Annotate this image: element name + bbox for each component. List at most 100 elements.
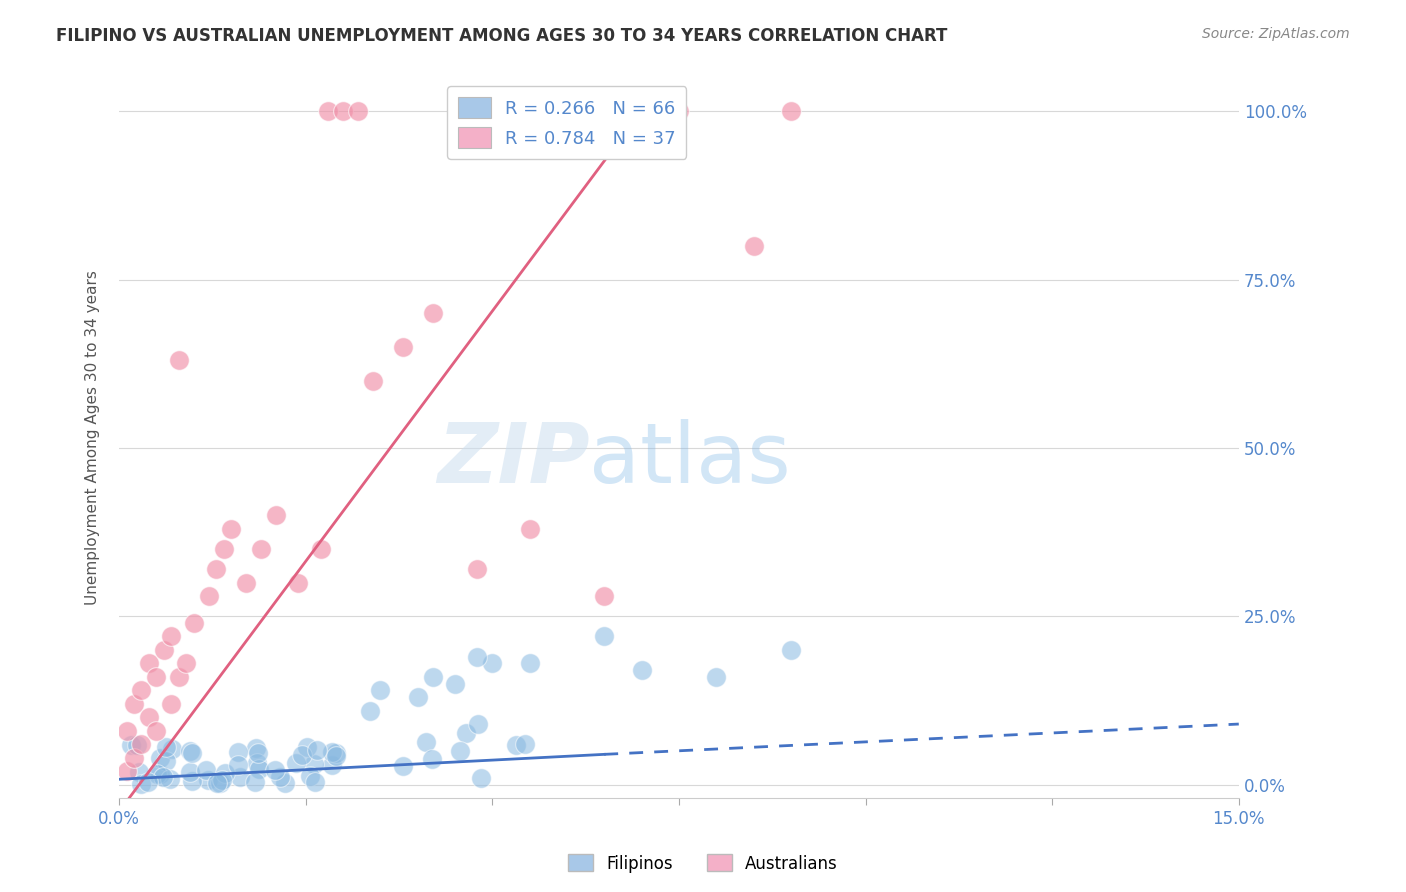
Point: [212, 541, 235, 556]
Point: [593, 630, 616, 644]
Point: [470, 772, 492, 786]
Point: [167, 353, 190, 368]
Point: [138, 710, 160, 724]
Point: [347, 104, 370, 119]
Point: [467, 649, 489, 664]
Point: [208, 776, 231, 790]
Point: [197, 589, 219, 603]
Point: [125, 738, 148, 752]
Point: [229, 770, 252, 784]
Point: [183, 615, 205, 630]
Point: [179, 764, 201, 779]
Point: [250, 541, 273, 556]
Point: [214, 766, 236, 780]
Point: [235, 575, 257, 590]
Point: [115, 764, 138, 779]
Point: [128, 765, 150, 780]
Point: [274, 776, 297, 790]
Point: [179, 744, 201, 758]
Point: [153, 643, 176, 657]
Point: [149, 767, 172, 781]
Point: [742, 239, 765, 253]
Point: [290, 748, 312, 763]
Point: [122, 697, 145, 711]
Point: [332, 104, 354, 119]
Point: [136, 774, 159, 789]
Legend: Filipinos, Australians: Filipinos, Australians: [561, 847, 845, 880]
Point: [264, 508, 287, 523]
Point: [145, 766, 167, 780]
Point: [205, 562, 228, 576]
Point: [467, 716, 489, 731]
Point: [228, 757, 250, 772]
Point: [519, 522, 541, 536]
Point: [295, 739, 318, 754]
Point: [359, 704, 381, 718]
Point: [197, 772, 219, 787]
Point: [120, 739, 142, 753]
Point: [155, 754, 177, 768]
Text: Source: ZipAtlas.com: Source: ZipAtlas.com: [1202, 27, 1350, 41]
Point: [285, 756, 308, 770]
Point: [321, 757, 343, 772]
Point: [406, 690, 429, 705]
Point: [449, 744, 471, 758]
Point: [392, 759, 415, 773]
Point: [444, 676, 467, 690]
Point: [174, 657, 197, 671]
Point: [269, 770, 291, 784]
Point: [309, 541, 332, 556]
Text: FILIPINO VS AUSTRALIAN UNEMPLOYMENT AMONG AGES 30 TO 34 YEARS CORRELATION CHART: FILIPINO VS AUSTRALIAN UNEMPLOYMENT AMON…: [56, 27, 948, 45]
Point: [243, 774, 266, 789]
Point: [467, 562, 489, 576]
Point: [207, 775, 229, 789]
Point: [145, 670, 167, 684]
Point: [304, 775, 326, 789]
Point: [368, 683, 391, 698]
Point: [115, 723, 138, 738]
Point: [131, 737, 153, 751]
Point: [519, 657, 541, 671]
Point: [245, 740, 267, 755]
Point: [422, 670, 444, 684]
Point: [138, 657, 160, 671]
Point: [316, 104, 339, 119]
Point: [361, 374, 384, 388]
Point: [149, 751, 172, 765]
Text: atlas: atlas: [589, 419, 792, 500]
Point: [287, 575, 309, 590]
Point: [704, 670, 727, 684]
Point: [247, 747, 270, 761]
Point: [247, 762, 270, 776]
Point: [246, 756, 269, 770]
Point: [263, 763, 285, 777]
Point: [152, 770, 174, 784]
Point: [513, 737, 536, 751]
Point: [159, 772, 181, 786]
Point: [145, 723, 167, 738]
Point: [155, 740, 177, 755]
Point: [780, 104, 803, 119]
Point: [160, 630, 183, 644]
Point: [505, 738, 527, 752]
Point: [391, 340, 413, 354]
Text: ZIP: ZIP: [437, 419, 589, 500]
Point: [422, 306, 444, 320]
Point: [211, 772, 233, 787]
Point: [630, 663, 652, 677]
Point: [415, 735, 437, 749]
Point: [420, 752, 443, 766]
Point: [160, 697, 183, 711]
Point: [298, 769, 321, 783]
Point: [122, 750, 145, 764]
Y-axis label: Unemployment Among Ages 30 to 34 years: Unemployment Among Ages 30 to 34 years: [86, 270, 100, 606]
Legend: R = 0.266   N = 66, R = 0.784   N = 37: R = 0.266 N = 66, R = 0.784 N = 37: [447, 87, 686, 159]
Point: [325, 749, 347, 764]
Point: [325, 747, 347, 761]
Point: [181, 774, 204, 789]
Point: [219, 522, 242, 536]
Point: [131, 683, 153, 698]
Point: [167, 670, 190, 684]
Point: [454, 726, 477, 740]
Point: [129, 777, 152, 791]
